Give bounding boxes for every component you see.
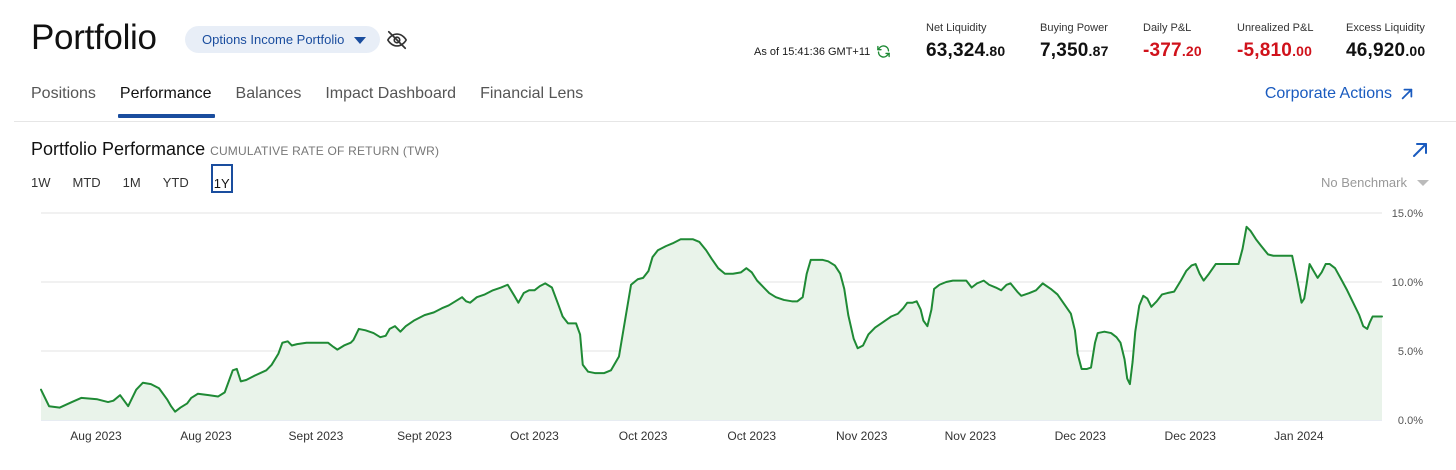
tab-impact-dashboard[interactable]: Impact Dashboard [325, 85, 457, 102]
eye-slash-icon[interactable] [386, 29, 408, 51]
x-tick-label: Sept 2023 [289, 429, 344, 443]
tab-balances[interactable]: Balances [235, 85, 302, 102]
metric-label: Daily P&L [1143, 22, 1192, 34]
range-1m[interactable]: 1M [122, 175, 141, 190]
metric-excess-liquidity: Excess Liquidity 46,920.00 [1346, 22, 1425, 62]
tab-financial-lens[interactable]: Financial Lens [480, 85, 584, 102]
metric-label: Net Liquidity [926, 22, 987, 34]
range-mtd[interactable]: MTD [72, 175, 101, 190]
x-tick-label: Dec 2023 [1055, 429, 1107, 443]
y-tick-label: 0.0% [1398, 415, 1423, 427]
metric-value: 7,350.87 [1040, 40, 1109, 61]
range-ytd[interactable]: YTD [162, 175, 189, 190]
corporate-actions-link[interactable]: Corporate Actions [1265, 85, 1414, 103]
tab-bar: Positions Performance Balances Impact Da… [31, 85, 607, 118]
tab-divider [14, 121, 1456, 122]
metric-net-liquidity: Net Liquidity 63,324.80 [926, 22, 1005, 62]
expand-arrow-icon[interactable] [1412, 142, 1428, 158]
as-of-timestamp: As of 15:41:36 GMT+11 [754, 44, 891, 59]
page-title: Portfolio [31, 18, 157, 57]
chevron-down-icon [1417, 179, 1429, 186]
arrow-up-right-icon [1401, 88, 1413, 100]
performance-title-text: Portfolio Performance [31, 139, 206, 159]
x-tick-label: Nov 2023 [836, 429, 888, 443]
metric-label: Buying Power [1040, 22, 1108, 34]
as-of-text: As of 15:41:36 GMT+11 [754, 45, 871, 58]
account-selector[interactable]: Options Income Portfolio [185, 26, 381, 53]
range-1y[interactable]: 1Y [210, 164, 233, 193]
series-area [41, 226, 1382, 420]
metric-daily-pnl: Daily P&L -377.20 [1143, 22, 1202, 62]
y-tick-label: 5.0% [1398, 346, 1423, 358]
metric-label: Unrealized P&L [1237, 22, 1314, 34]
x-tick-label: Oct 2023 [510, 429, 559, 443]
refresh-icon[interactable] [876, 44, 891, 59]
x-tick-label: Oct 2023 [727, 429, 776, 443]
series-line [40, 225, 1383, 413]
metric-value: 46,920.00 [1346, 40, 1426, 61]
tab-positions[interactable]: Positions [31, 85, 96, 102]
x-tick-label: Nov 2023 [945, 429, 997, 443]
metric-value: 63,324.80 [926, 40, 1006, 61]
benchmark-select-value: No Benchmark [1321, 175, 1407, 190]
x-tick-label: Dec 2023 [1165, 429, 1217, 443]
caret-down-icon [354, 36, 367, 44]
metric-buying-power: Buying Power 7,350.87 [1040, 22, 1109, 62]
x-tick-label: Aug 2023 [180, 429, 232, 443]
x-tick-label: Aug 2023 [70, 429, 122, 443]
corporate-actions-label: Corporate Actions [1264, 85, 1392, 102]
metric-value: -377.20 [1143, 40, 1202, 61]
x-tick-label: Jan 2024 [1274, 429, 1324, 443]
range-selector: 1W MTD 1M YTD 1Y [31, 164, 255, 193]
performance-chart: 15.0% 10.0% 5.0% 0.0% Aug 2023 Aug 2023 Sept 2… [40, 208, 1423, 443]
performance-subtitle: CUMULATIVE RATE OF RETURN (TWR) [210, 144, 440, 158]
performance-title: Portfolio Performance CUMULATIVE RATE OF… [31, 139, 439, 160]
benchmark-select[interactable]: No Benchmark [1321, 175, 1429, 190]
metric-label: Excess Liquidity [1346, 22, 1425, 34]
metric-unrealized-pnl: Unrealized P&L -5,810.00 [1237, 22, 1313, 62]
y-tick-label: 10.0% [1392, 277, 1423, 289]
account-selector-label: Options Income Portfolio [202, 32, 345, 47]
tab-performance[interactable]: Performance [117, 85, 215, 118]
y-tick-label: 15.0% [1392, 208, 1423, 220]
x-tick-label: Sept 2023 [397, 429, 452, 443]
range-1w[interactable]: 1W [31, 175, 51, 190]
x-tick-label: Oct 2023 [619, 429, 668, 443]
metric-value: -5,810.00 [1237, 40, 1313, 61]
